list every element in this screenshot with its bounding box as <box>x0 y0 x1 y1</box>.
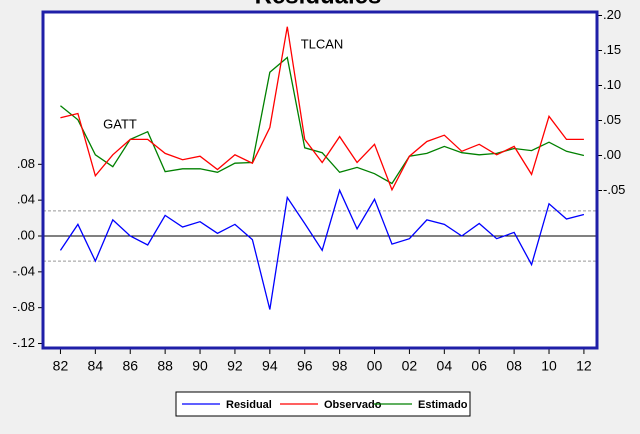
y2-tick-label: .15 <box>603 42 621 57</box>
annotation: GATT <box>103 116 137 131</box>
y2-tick-label: -.05 <box>603 182 625 197</box>
x-tick-label: 82 <box>53 358 69 374</box>
plot-area <box>43 12 597 348</box>
series-line <box>60 56 585 185</box>
x-tick-label: 94 <box>262 358 278 374</box>
legend <box>175 391 471 417</box>
annotation: TLCAN <box>301 36 344 51</box>
series-line <box>60 26 584 192</box>
x-tick-label: 08 <box>506 358 522 374</box>
x-tick-label: 84 <box>88 358 104 374</box>
series-line <box>59 188 585 310</box>
x-tick-label: 90 <box>192 358 208 374</box>
x-tick-label: 96 <box>297 358 313 374</box>
legend-label: Estimado <box>418 399 468 411</box>
x-tick-label: 10 <box>541 358 557 374</box>
y2-tick-label: .00 <box>603 147 621 162</box>
y2-tick-label: .10 <box>603 77 621 92</box>
x-tick-label: 98 <box>332 358 348 374</box>
y-tick-label: -.12 <box>13 335 35 350</box>
y-tick-label: .00 <box>17 227 35 242</box>
x-tick-label: 88 <box>157 358 173 374</box>
y-tick-label: .08 <box>17 156 35 171</box>
x-tick-label: 04 <box>437 358 453 374</box>
legend-label: Residual <box>226 399 272 411</box>
x-tick-label: 92 <box>227 358 243 374</box>
x-tick-label: 02 <box>402 358 418 374</box>
plot-frame <box>41 10 599 350</box>
chart-title: Residuales <box>255 0 382 9</box>
y-tick-label: .04 <box>17 192 35 207</box>
y-tick-label: -.04 <box>13 263 35 278</box>
y2-tick-label: .20 <box>603 7 621 22</box>
x-tick-label: 06 <box>471 358 487 374</box>
legend-label: Observado <box>324 399 382 411</box>
x-tick-label: 86 <box>122 358 138 374</box>
y2-tick-label: .05 <box>603 112 621 127</box>
y-tick-label: -.08 <box>13 299 35 314</box>
x-tick-label: 00 <box>367 358 383 374</box>
x-tick-label: 12 <box>576 358 592 374</box>
